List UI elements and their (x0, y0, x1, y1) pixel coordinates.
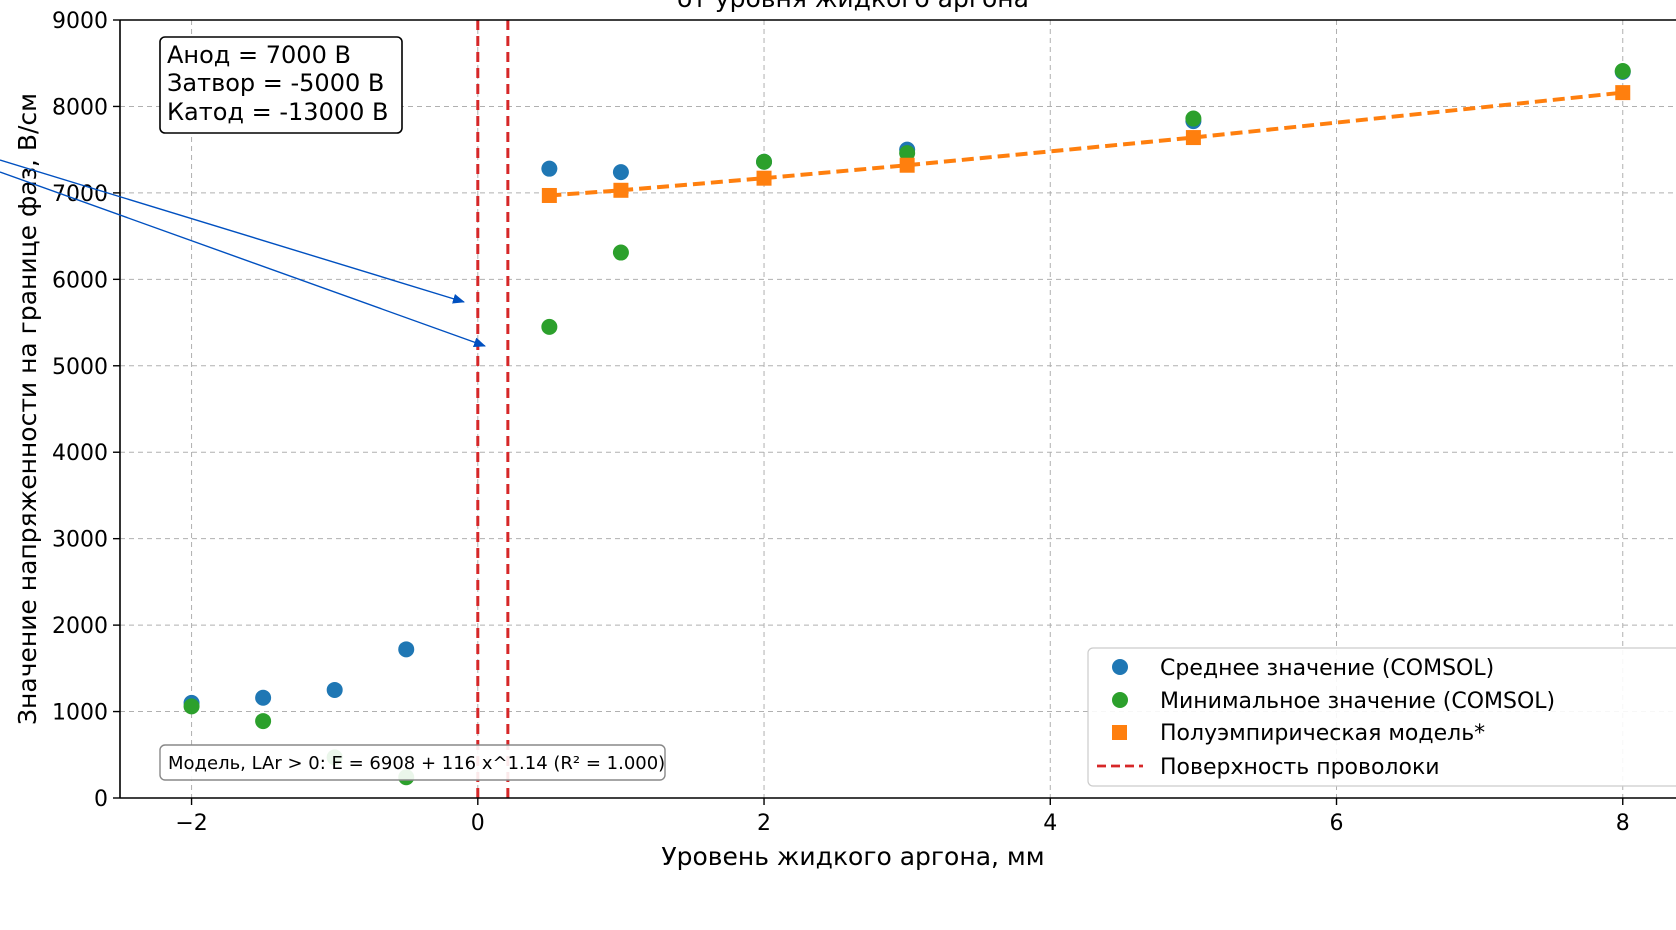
legend-marker-mean (1112, 659, 1128, 675)
electrode-annotation-box: Анод = 7000 В Затвор = -5000 В Катод = -… (159, 36, 403, 134)
min-point (1614, 63, 1631, 80)
x-tick-label: −2 (175, 811, 207, 836)
annotation-frame (159, 36, 403, 134)
min-point (756, 153, 773, 170)
x-tick-label: 0 (471, 811, 485, 836)
mean-point (255, 689, 272, 706)
pointer-arrow (0, 171, 486, 347)
model-line (549, 90, 1623, 198)
legend-label-wire: Поверхность проволоки (1160, 755, 1440, 780)
x-axis-label: Уровень жидкого аргона, мм (661, 842, 1044, 871)
model-curve (549, 90, 1623, 198)
y-tick-label: 2000 (52, 614, 108, 639)
model-point (1615, 85, 1631, 101)
x-tick-label: 2 (757, 811, 771, 836)
x-tick-label: 4 (1043, 811, 1057, 836)
legend-marker-model (1112, 725, 1127, 740)
model-point (756, 170, 772, 186)
y-axis-label: Значение напряженности на границе фаз, В… (13, 93, 42, 725)
min-point (541, 318, 558, 335)
axes-frame (119, 19, 1676, 799)
x-tick-label: 8 (1616, 811, 1630, 836)
mean-point (541, 160, 558, 177)
model-point (613, 182, 629, 198)
min-point (183, 698, 200, 715)
min-point (1185, 110, 1202, 127)
data-points (183, 63, 1631, 786)
y-tick-label: 1000 (52, 701, 108, 726)
legend-frame (1087, 647, 1676, 787)
mean-point (398, 641, 415, 658)
x-tick-label: 6 (1330, 811, 1344, 836)
y-tick-label: 6000 (52, 268, 108, 293)
model-point (1185, 130, 1201, 146)
annotation-cathode: Катод = -13000 В (167, 98, 388, 126)
x-ticks: −2 0 2 4 6 8 (175, 798, 1630, 836)
min-point (899, 145, 916, 162)
legend-label-mean: Среднее значение (COMSOL) (1160, 656, 1494, 681)
annotation-gate: Затвор = -5000 В (167, 69, 384, 97)
mean-point (326, 681, 343, 698)
wire-surface-lines (476, 20, 510, 798)
min-point (255, 713, 272, 730)
model-formula-frame (159, 744, 666, 781)
y-tick-label: 4000 (52, 441, 108, 466)
mean-point (612, 164, 629, 181)
y-tick-label: 8000 (52, 95, 108, 120)
model-formula-box: Модель, LAr > 0: E = 6908 + 116 x^1.14 (… (159, 744, 666, 781)
min-point (612, 244, 629, 261)
annotation-anode: Анод = 7000 В (167, 41, 351, 69)
y-tick-label: 0 (94, 787, 108, 812)
model-formula-text: Модель, LAr > 0: E = 6908 + 116 x^1.14 (… (168, 753, 665, 774)
model-point (899, 157, 915, 173)
y-tick-label: 5000 (52, 355, 108, 380)
legend: Среднее значение (COMSOL) Минимальное зн… (1087, 647, 1676, 787)
y-tick-label: 3000 (52, 528, 108, 553)
model-point (541, 187, 557, 203)
y-tick-label: 9000 (52, 9, 108, 34)
legend-label-min: Минимальное значение (COMSOL) (1160, 689, 1555, 714)
legend-label-model: Полуэмпирическая модель* (1160, 721, 1485, 746)
chart-title: от уровня жидкого аргона (677, 0, 1029, 13)
pointer-arrow (0, 159, 465, 304)
legend-marker-min (1112, 692, 1128, 708)
pointer-arrows (0, 159, 486, 347)
